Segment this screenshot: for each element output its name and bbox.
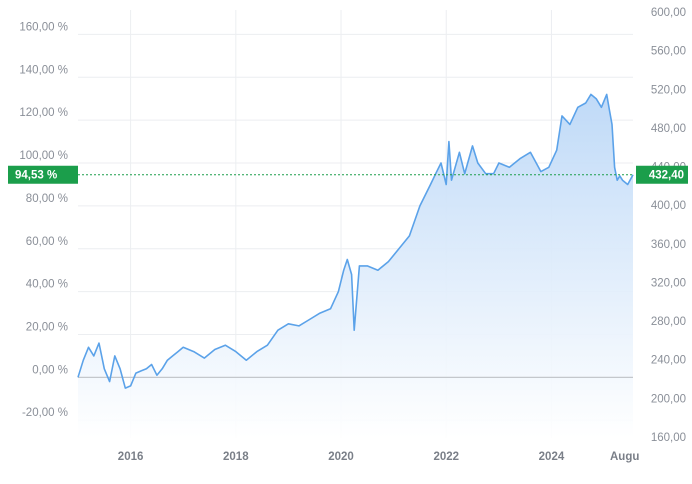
x-tick-label: 2024 <box>539 451 565 463</box>
right-axis-ticks: 160,00 200,00 240,00 280,00 320,00 360,00 400,… <box>651 7 686 444</box>
left-tick-label: 20,00 % <box>26 321 68 333</box>
x-tick-label: 2022 <box>433 451 459 463</box>
x-tick-label: 2016 <box>118 451 144 463</box>
area-path <box>78 94 633 439</box>
current-price-label: 432,40 <box>649 170 684 182</box>
right-tick-label: 240,00 <box>651 355 686 367</box>
series-path <box>77 93 634 389</box>
right-tick-label: 280,00 <box>651 316 686 328</box>
series-line <box>77 93 634 389</box>
left-tick-label: 80,00 % <box>26 193 68 205</box>
x-tick-label: 2020 <box>328 451 354 463</box>
right-tick-label: 480,00 <box>651 123 686 135</box>
left-tick-label: 160,00 % <box>19 21 68 33</box>
left-tick-label: 40,00 % <box>26 279 68 291</box>
left-tick-label: -20,00 % <box>22 407 68 419</box>
x-tick-label: Augu <box>610 451 639 463</box>
left-tick-label: 120,00 % <box>19 107 68 119</box>
right-tick-label: 360,00 <box>651 239 686 251</box>
current-badges: 94,53 % 432,40 <box>8 165 688 184</box>
area-fill <box>78 94 633 439</box>
right-tick-label: 400,00 <box>651 200 686 212</box>
current-percent-badge <box>8 165 78 184</box>
right-tick-label: 320,00 <box>651 277 686 289</box>
left-tick-label: 140,00 % <box>19 64 68 76</box>
left-axis-ticks: -20,00 % 0,00 % 20,00 % 40,00 % 60,00 % 80,00… <box>19 21 68 419</box>
right-tick-label: 560,00 <box>651 46 686 58</box>
x-axis-ticks: 2016 2018 2020 2022 2024 Augu <box>118 451 640 463</box>
right-tick-label: 200,00 <box>651 393 686 405</box>
left-tick-label: 0,00 % <box>32 364 68 376</box>
right-tick-label: 520,00 <box>651 84 686 96</box>
current-price-badge <box>636 165 688 184</box>
x-tick-label: 2018 <box>223 451 249 463</box>
right-tick-label: 600,00 <box>651 7 686 19</box>
current-percent-label: 94,53 % <box>15 170 57 182</box>
left-tick-label: 60,00 % <box>26 236 68 248</box>
left-tick-label: 100,00 % <box>19 150 68 162</box>
right-tick-label: 160,00 <box>651 432 686 444</box>
